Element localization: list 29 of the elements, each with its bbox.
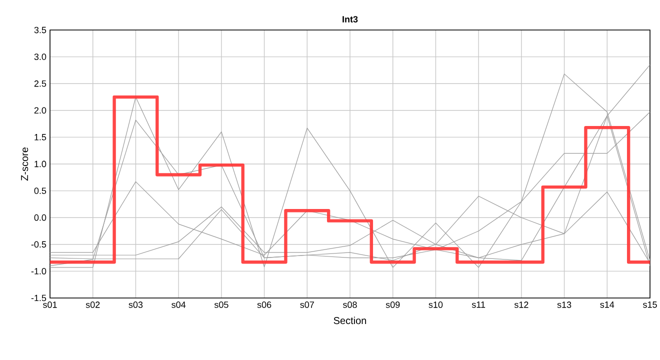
x-tick-label: s13 bbox=[557, 302, 572, 308]
x-tick-label: s10 bbox=[428, 302, 443, 308]
y-axis-title: Z-score bbox=[21, 148, 28, 181]
x-tick-label: s06 bbox=[257, 302, 272, 308]
y-tick-label: 1.0 bbox=[34, 160, 46, 168]
x-tick-label: s15 bbox=[643, 302, 657, 308]
y-tick-label: -1.5 bbox=[31, 294, 46, 302]
y-tick-label: 2.5 bbox=[34, 80, 46, 87]
x-tick-label: s08 bbox=[343, 302, 357, 308]
x-tick-label: s09 bbox=[386, 302, 400, 308]
y-tick-label: 3.5 bbox=[34, 26, 46, 34]
x-tick-label: s03 bbox=[128, 302, 143, 308]
x-tick-label: s14 bbox=[600, 302, 614, 308]
y-tick-label: 1.5 bbox=[34, 134, 46, 140]
x-tick-label: s11 bbox=[472, 302, 486, 308]
y-tick-label: 2.0 bbox=[34, 107, 46, 114]
x-tick-label: s04 bbox=[172, 302, 186, 308]
x-tick-label: s02 bbox=[86, 302, 100, 308]
y-tick-label: 3.0 bbox=[34, 54, 46, 60]
chart-title: Int3 bbox=[342, 16, 358, 22]
y-tick-label: 0.5 bbox=[34, 188, 46, 194]
x-tick-label: s05 bbox=[214, 302, 228, 308]
x-axis-title: Section bbox=[334, 316, 366, 324]
y-tick-label: -0.5 bbox=[31, 241, 46, 248]
x-tick-label: s01 bbox=[43, 302, 57, 308]
x-tick-label: s07 bbox=[300, 302, 314, 308]
x-tick-label: s12 bbox=[514, 302, 528, 308]
y-tick-label: 0.0 bbox=[34, 214, 46, 221]
y-tick-label: -1.0 bbox=[31, 268, 46, 274]
